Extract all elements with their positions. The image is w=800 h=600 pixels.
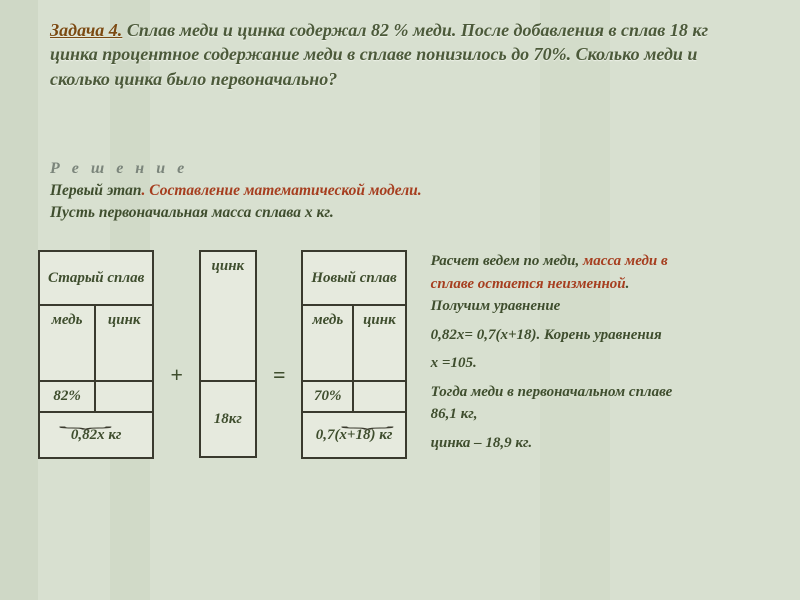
rt-p2: Тогда меди в первоначальном сплаве 86,1 … [431, 381, 681, 426]
solution-text: Расчет ведем по меди, масса меди в сплав… [431, 250, 681, 460]
new-percent: 70% [302, 381, 353, 412]
add-col-zinc: цинк [200, 251, 256, 381]
stage-label: Первый этап [50, 182, 142, 199]
added-zinc-table: цинк 18кг [199, 250, 257, 458]
plus-sign: + [164, 362, 189, 388]
problem-text: Сплав меди и цинка содержал 82 % меди. П… [50, 20, 708, 89]
rt-eq: 0,82x= 0,7(x+18). Корень уравнения [431, 324, 681, 347]
old-col-zinc: цинк [95, 305, 153, 381]
problem-title: Задача 4. Сплав меди и цинка содержал 82… [50, 18, 750, 91]
task-label: Задача 4. [50, 20, 122, 40]
stage-line2: Пусть первоначальная масса сплава x кг. [50, 204, 334, 221]
stage-text: Первый этап. Составление математической … [50, 180, 750, 225]
rt-p3: цинка – 18,9 кг. [431, 432, 681, 455]
equals-sign: = [267, 362, 292, 388]
new-col-copper: медь [302, 305, 353, 381]
rt-root: x =105. [431, 352, 681, 375]
old-header: Старый сплав [39, 251, 153, 305]
old-empty [95, 381, 153, 412]
add-mass: 18кг [200, 381, 256, 457]
solution-label: Р е ш е н и е [50, 160, 188, 178]
tables-row: Старый сплав медь цинк 82% 0,82x кг + ци… [38, 250, 768, 460]
rt-1a: Расчет ведем по меди, [431, 253, 583, 269]
work-area: Старый сплав медь цинк 82% 0,82x кг + ци… [38, 250, 768, 460]
old-col-copper: медь [39, 305, 95, 381]
new-empty [353, 381, 406, 412]
new-col-zinc: цинк [353, 305, 406, 381]
new-header: Новый сплав [302, 251, 405, 305]
brace-icon: ⏟ [341, 413, 386, 429]
old-percent: 82% [39, 381, 95, 412]
brace-icon: ⏟ [59, 413, 104, 429]
stage-red: . Составление математической модели. [142, 182, 422, 199]
